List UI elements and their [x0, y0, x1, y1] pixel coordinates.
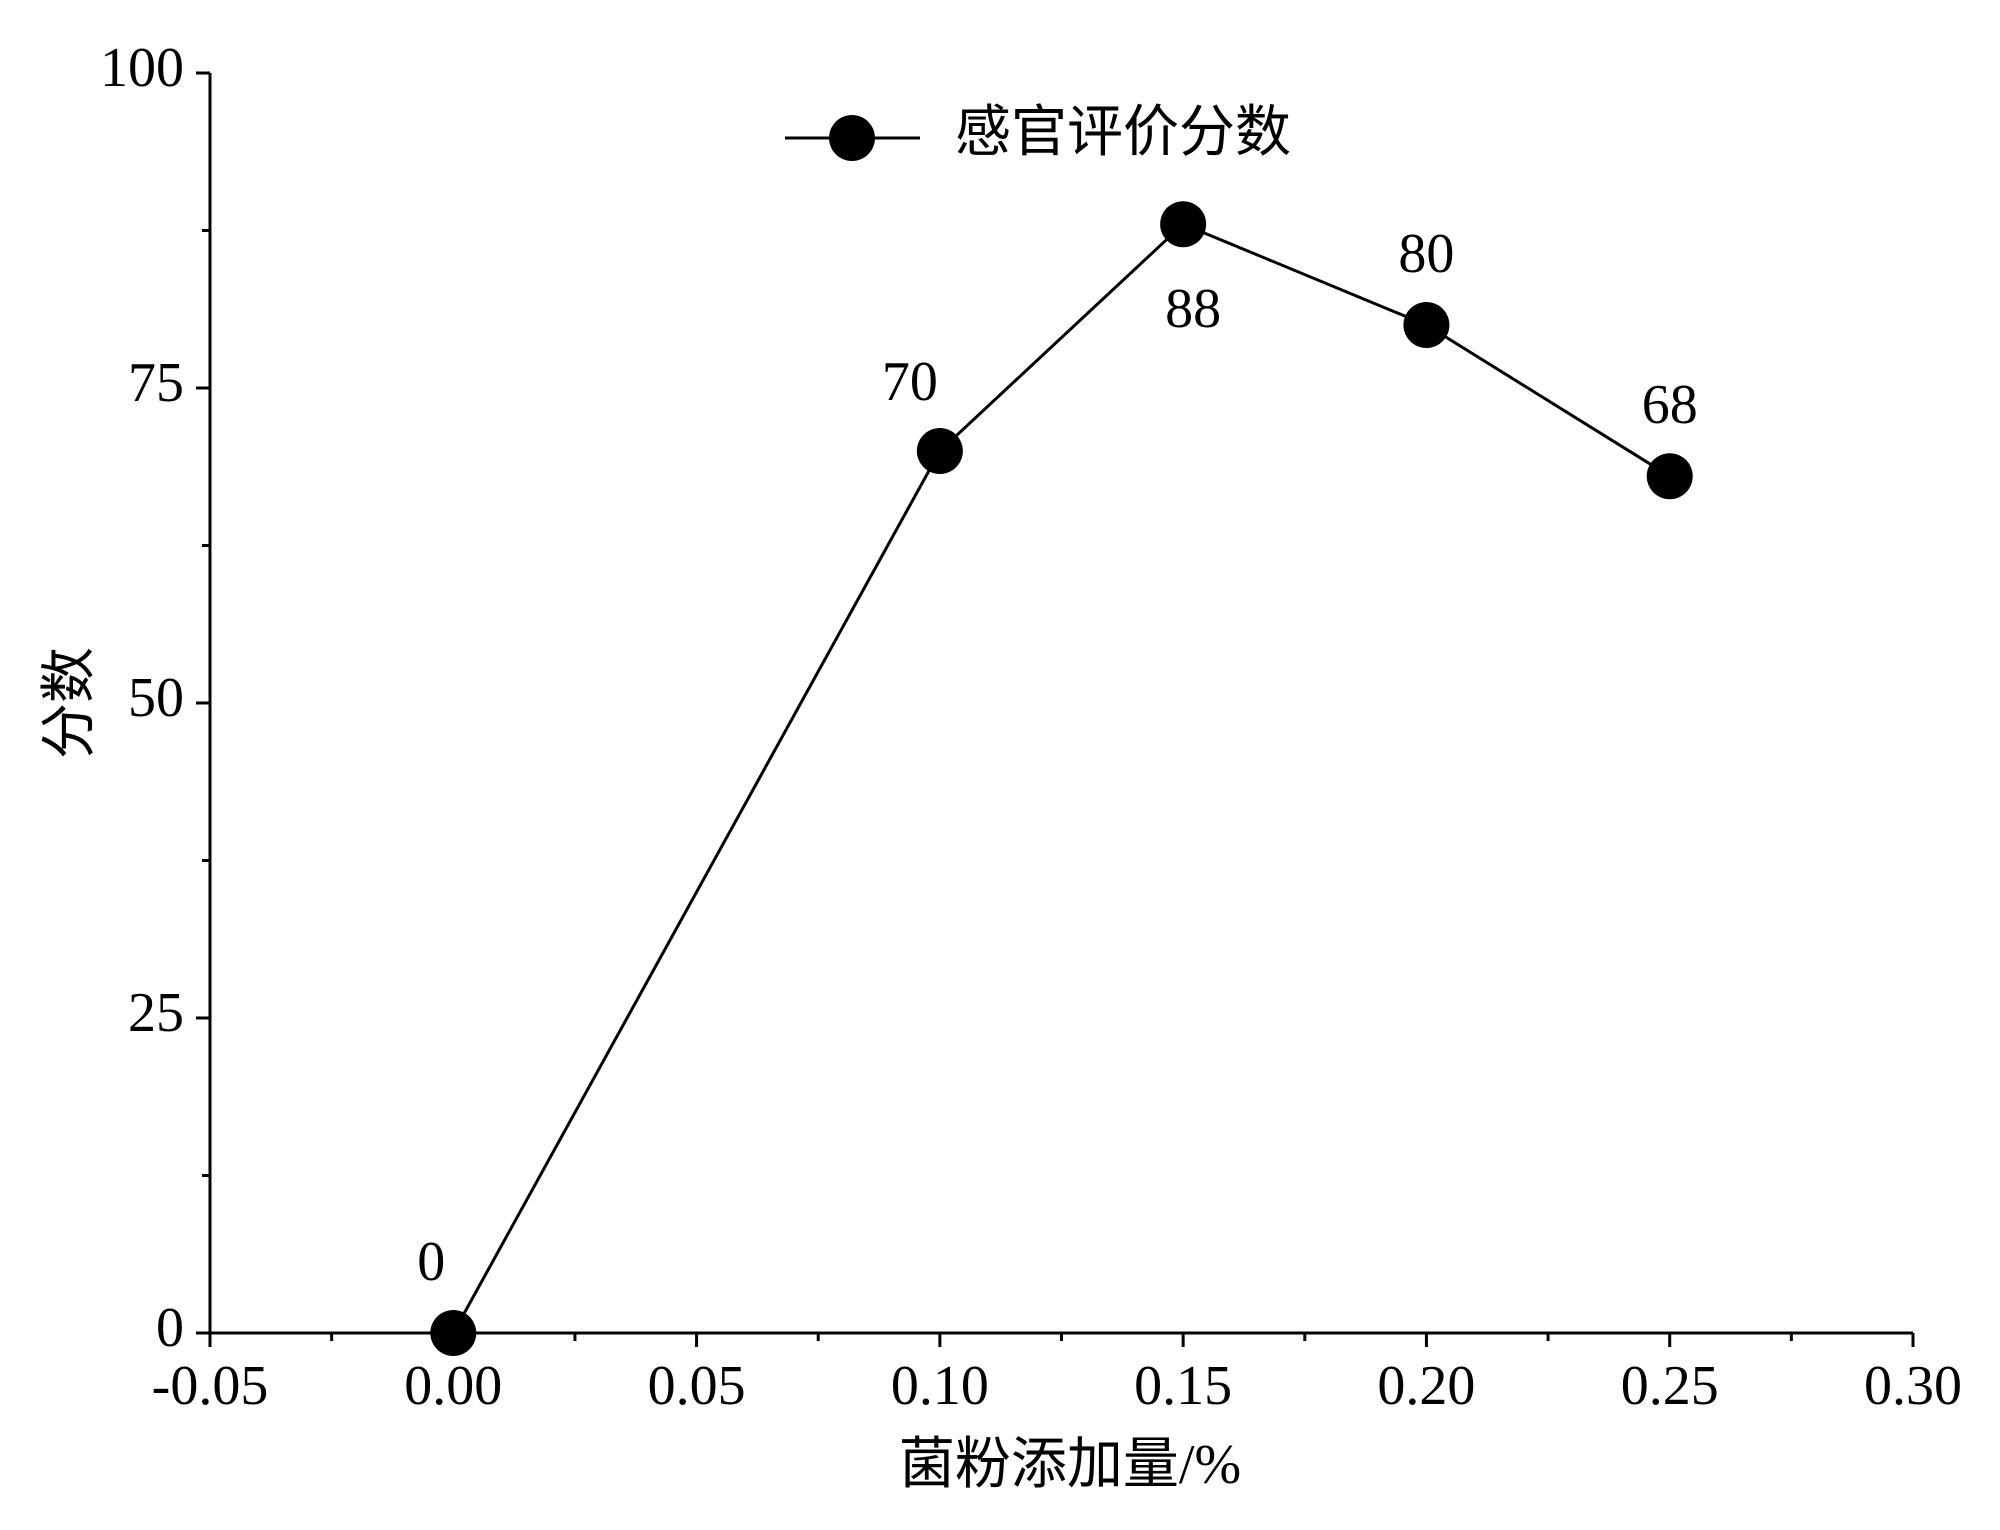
data-point	[1403, 302, 1450, 348]
data-point	[1160, 201, 1207, 248]
y-axis-label: 分数	[39, 647, 101, 759]
x-tick-label: 0.00	[404, 1355, 502, 1417]
x-tick-label: 0.15	[1134, 1355, 1232, 1417]
data-label: 68	[1642, 374, 1698, 436]
y-tick-label: 50	[128, 667, 184, 729]
y-tick-label: 0	[156, 1297, 184, 1359]
legend-marker	[829, 115, 875, 161]
x-tick-label: 0.25	[1621, 1355, 1719, 1417]
x-axis-label: 菌粉添加量/%	[899, 1434, 1241, 1496]
data-label: 80	[1398, 223, 1454, 285]
data-point	[1646, 453, 1693, 500]
y-tick-label: 75	[128, 352, 184, 414]
data-label: 70	[882, 351, 938, 413]
y-tick-label: 25	[128, 982, 184, 1044]
data-point	[916, 428, 963, 474]
x-tick-label: -0.05	[152, 1355, 269, 1417]
legend-label: 感官评价分数	[955, 102, 1291, 164]
x-tick-label: 0.30	[1864, 1355, 1962, 1417]
x-tick-label: 0.20	[1377, 1355, 1475, 1417]
x-tick-label: 0.10	[891, 1355, 989, 1417]
x-tick-label: 0.05	[648, 1355, 746, 1417]
data-label: 88	[1165, 278, 1221, 340]
data-label: 0	[417, 1231, 445, 1293]
series-line	[451, 222, 1671, 1334]
y-tick-label: 100	[100, 37, 184, 99]
data-point	[430, 1310, 477, 1356]
